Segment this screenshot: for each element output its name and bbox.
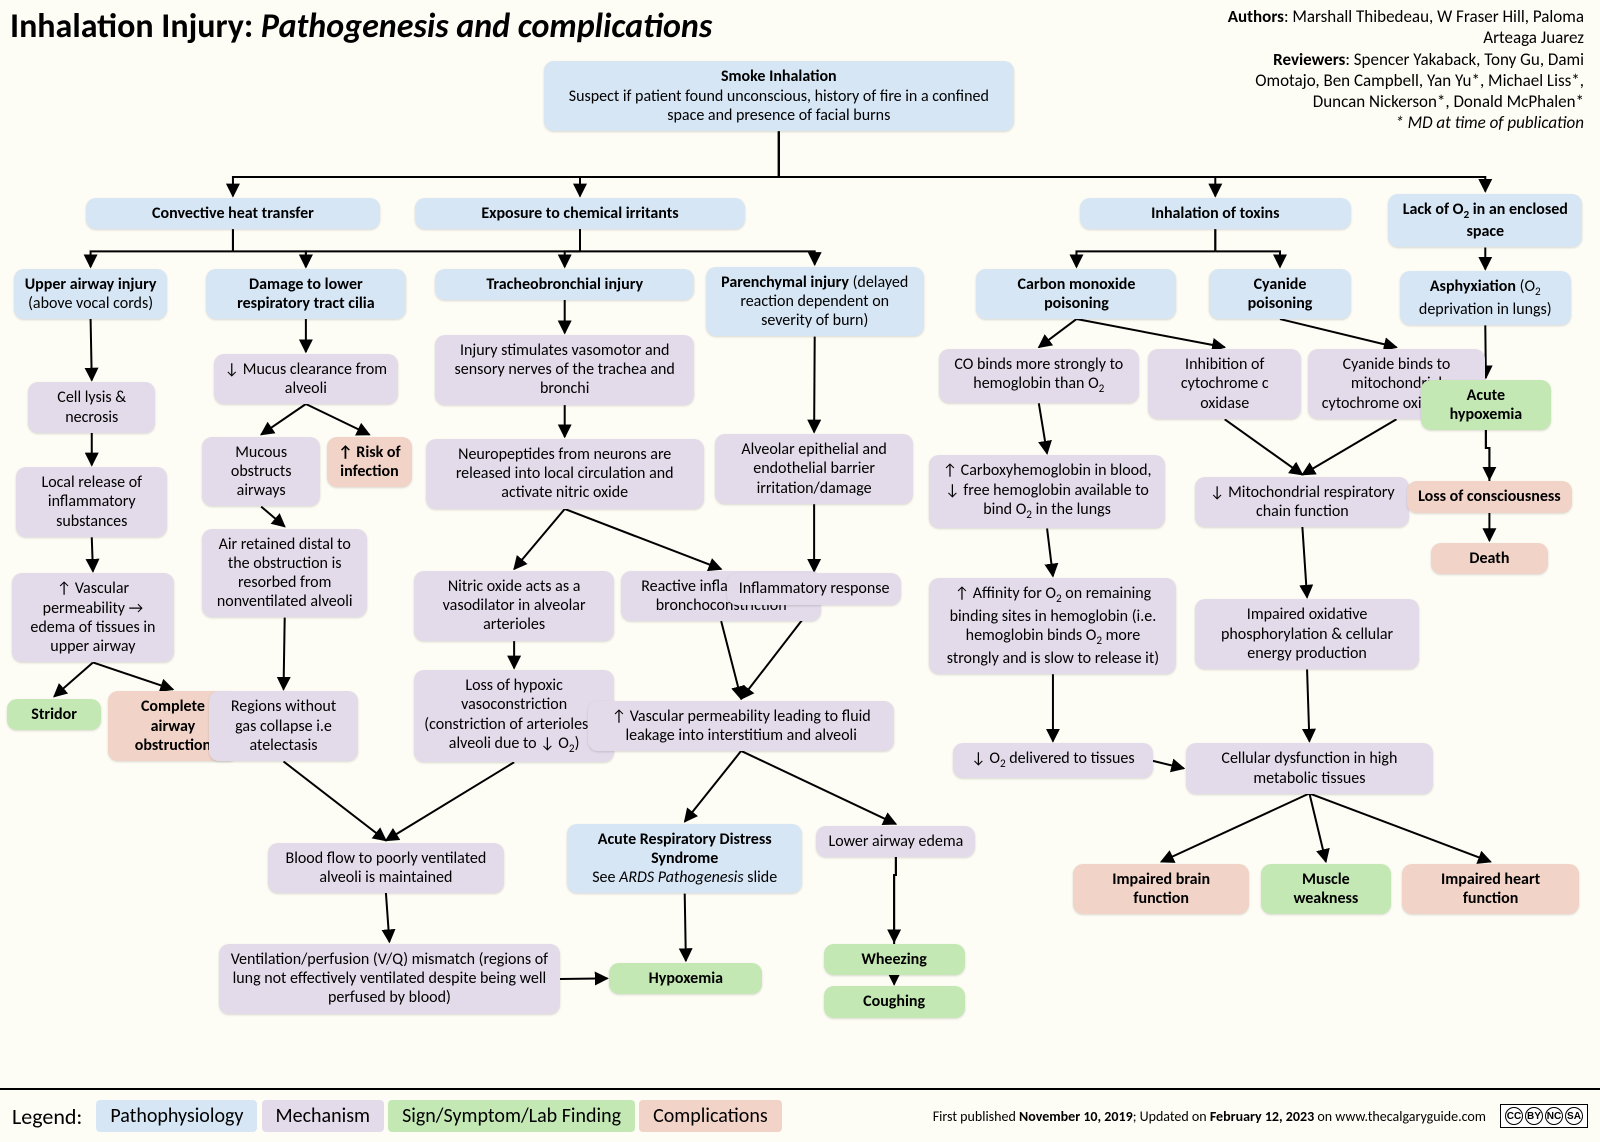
node-injstim: Injury stimulates vasomotor and sensory …: [435, 335, 694, 405]
node-impairox: Impaired oxidative phosphorylation & cel…: [1195, 599, 1419, 669]
node-atelect: Regions without gas collapse i.e atelect…: [209, 691, 357, 761]
node-losshypox: Loss of hypoxic vasoconstriction (constr…: [414, 670, 614, 762]
node-tox: Inhalation of toxins: [1080, 198, 1351, 229]
node-cobind: CO binds more strongly to hemoglobin tha…: [939, 349, 1139, 403]
node-carboxy: ↑ Carboxyhemoglobin in blood, ↓ free hem…: [929, 455, 1164, 528]
node-nitric: Nitric oxide acts as a vasodilator in al…: [414, 571, 614, 641]
legend-chip: Pathophysiology: [96, 1100, 257, 1132]
publication-meta: First published November 10, 2019; Updat…: [933, 1108, 1486, 1125]
authors-label: Authors: [1228, 6, 1284, 27]
node-ards: Acute Respiratory Distress SyndromeSee A…: [567, 824, 802, 894]
legend-chip: Mechanism: [262, 1100, 385, 1132]
node-bloodflow: Blood flow to poorly ventilated alveoli …: [268, 843, 503, 893]
node-death: Death: [1431, 543, 1549, 574]
node-wheeze: Wheezing: [824, 944, 965, 975]
node-upper: Upper airway injury (above vocal cords): [14, 269, 167, 319]
title-main: Inhalation Injury:: [10, 6, 253, 47]
node-o2deliv: ↓ O2 delivered to tissues: [953, 743, 1153, 778]
node-parench: Parenchymal injury (delayed reaction dep…: [706, 267, 924, 337]
node-vascleak: ↑ Vascular permeability leading to fluid…: [588, 701, 894, 751]
legend-chip: Sign/Symptom/Lab Finding: [388, 1100, 635, 1132]
node-cyanpoison: Cyanide poisoning: [1209, 269, 1350, 319]
title-sub: Pathogenesis and complications: [261, 6, 712, 47]
node-copoison: Carbon monoxide poisoning: [976, 269, 1176, 319]
node-vqmis: Ventilation/perfusion (V/Q) mismatch (re…: [219, 944, 560, 1014]
node-stridor: Stridor: [7, 699, 101, 730]
node-lacko2: Lack of O2 in an enclosed space: [1388, 194, 1582, 248]
page-title: Inhalation Injury: Pathogenesis and comp…: [10, 6, 712, 47]
authors-list: Marshall Thibedeau, W Fraser Hill, Palom…: [1292, 6, 1584, 48]
reviewers-label: Reviewers: [1273, 49, 1345, 70]
cc-license-icon: CCBYNCSA: [1500, 1104, 1588, 1128]
node-inhibcyto: Inhibition of cytochrome c oxidase: [1148, 349, 1301, 419]
node-conv: Convective heat transfer: [86, 198, 380, 229]
legend-label: Legend:: [12, 1103, 82, 1130]
credits-block: Authors: Marshall Thibedeau, W Fraser Hi…: [1214, 6, 1584, 134]
node-inflamsub: Local release of inflammatory substances: [16, 467, 167, 537]
node-celllysis: Cell lysis & necrosis: [28, 382, 155, 432]
node-vascperm: ↑ Vascular permeability → edema of tissu…: [12, 573, 174, 662]
node-mucousobs: Mucous obstructs airways: [202, 437, 320, 507]
node-heart: Impaired heart function: [1402, 864, 1578, 914]
node-mucusclear: ↓ Mucus clearance from alveoli: [214, 354, 398, 404]
node-mitoresp: ↓ Mitochondrial respiratory chain functi…: [1195, 477, 1409, 527]
node-asphyx: Asphyxiation (O2 deprivation in lungs): [1400, 271, 1571, 325]
node-riskinf: ↑ Risk of infection: [327, 437, 412, 487]
node-muscle: Muscle weakness: [1261, 864, 1390, 914]
node-tracheo: Tracheobronchial injury: [435, 269, 694, 300]
node-chem: Exposure to chemical irritants: [415, 198, 744, 229]
credits-note: * MD at time of publication: [1214, 112, 1584, 133]
node-brain: Impaired brain function: [1073, 864, 1249, 914]
legend-chip: Complications: [639, 1100, 782, 1132]
legend-footer: Legend: Pathophysiology Mechanism Sign/S…: [0, 1088, 1600, 1142]
node-smoke: Smoke InhalationSuspect if patient found…: [544, 61, 1015, 131]
node-alvepi: Alveolar epithelial and endothelial barr…: [715, 434, 913, 504]
node-cough: Coughing: [824, 986, 965, 1017]
node-neuropep: Neuropeptides from neurons are released …: [426, 439, 704, 509]
node-loweredema: Lower airway edema: [816, 826, 975, 857]
node-hypox: Hypoxemia: [609, 963, 762, 994]
node-airret: Air retained distal to the obstruction i…: [202, 529, 367, 618]
node-celldys: Cellular dysfunction in high metabolic t…: [1186, 743, 1433, 793]
node-acutehypox: Acute hypoxemia: [1421, 380, 1550, 430]
node-loc: Loss of consciousness: [1407, 481, 1572, 512]
node-cilia: Damage to lower respiratory tract cilia: [206, 269, 406, 319]
node-inflresp: Inflammatory response: [727, 573, 901, 604]
node-affinity: ↑ Affinity for O2 on remaining binding s…: [929, 578, 1176, 674]
